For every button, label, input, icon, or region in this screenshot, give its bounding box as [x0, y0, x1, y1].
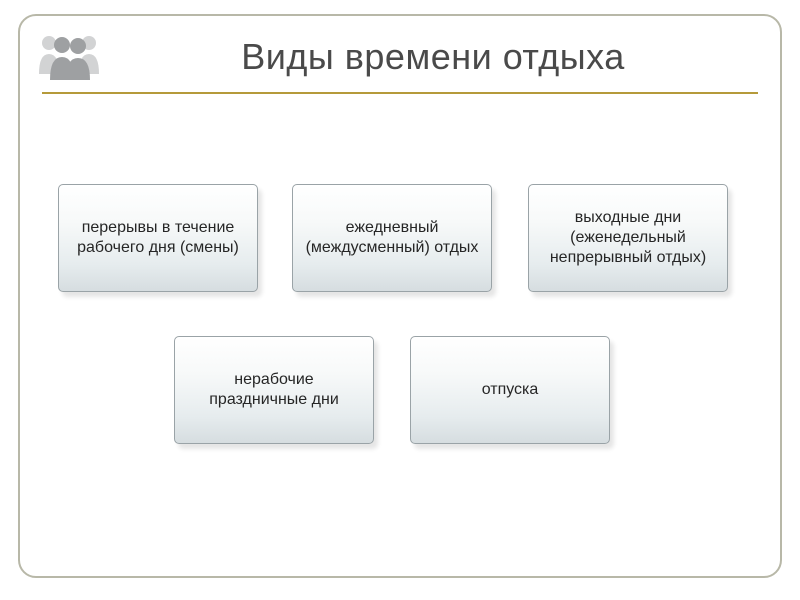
card-daily: ежедневный (междусменный) отдых: [292, 184, 492, 292]
card-vacation: отпуска: [410, 336, 610, 444]
card-label: нерабочие праздничные дни: [187, 370, 361, 410]
card-breaks: перерывы в течение рабочего дня (смены): [58, 184, 258, 292]
cards-area: перерывы в течение рабочего дня (смены) …: [20, 94, 780, 474]
card-label: отпуска: [482, 380, 539, 400]
page-title: Виды времени отдыха: [108, 36, 758, 78]
card-label: перерывы в течение рабочего дня (смены): [71, 218, 245, 258]
card-holidays: нерабочие праздничные дни: [174, 336, 374, 444]
card-label: ежедневный (междусменный) отдых: [305, 218, 479, 258]
header: Виды времени отдыха: [20, 16, 780, 92]
card-label: выходные дни (еженедельный непрерывный о…: [541, 208, 715, 268]
slide-frame: Виды времени отдыха перерывы в течение р…: [18, 14, 782, 578]
card-weekends: выходные дни (еженедельный непрерывный о…: [528, 184, 728, 292]
people-silhouette-icon: [30, 30, 108, 84]
